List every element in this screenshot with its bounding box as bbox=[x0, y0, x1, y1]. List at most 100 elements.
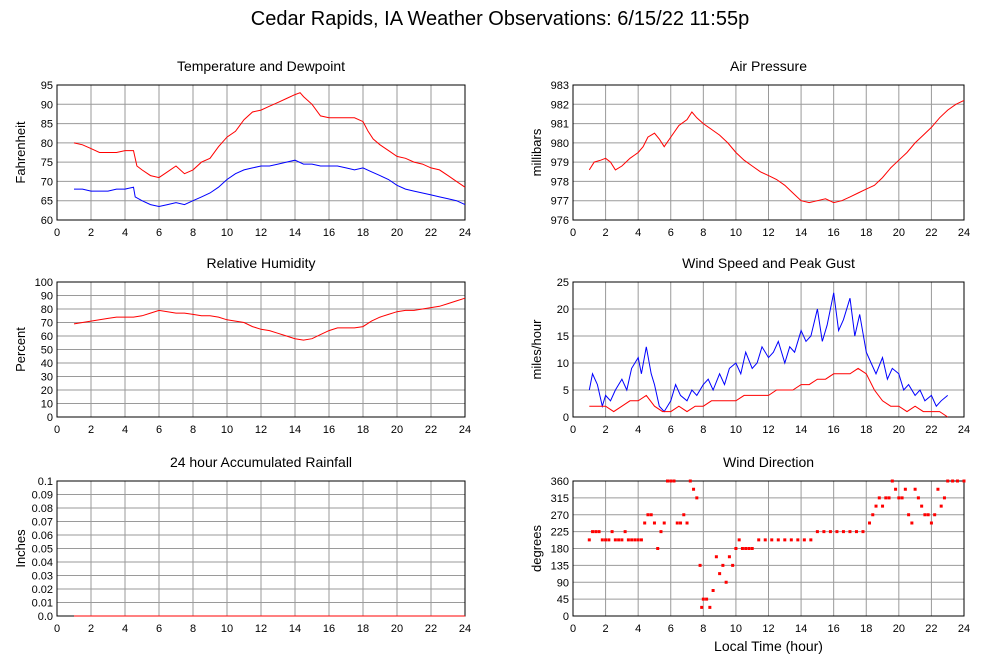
x-tick-label: 16 bbox=[828, 424, 840, 436]
plot-frame bbox=[56, 281, 466, 418]
x-tick-label: 18 bbox=[357, 227, 369, 239]
x-tick-label: 2 bbox=[603, 623, 609, 635]
data-point bbox=[920, 504, 924, 508]
y-tick-label: 50 bbox=[41, 345, 53, 357]
x-tick-label: 4 bbox=[635, 424, 641, 436]
series-line-2 bbox=[589, 367, 948, 418]
plot-frame bbox=[572, 84, 965, 221]
x-axis-label: Local Time (hour) bbox=[714, 638, 823, 654]
data-point bbox=[815, 530, 819, 534]
data-point bbox=[809, 538, 813, 542]
y-tick-label: 75 bbox=[41, 157, 53, 169]
data-point bbox=[897, 496, 901, 500]
data-point bbox=[881, 504, 885, 508]
y-tick-label: 135 bbox=[551, 560, 569, 572]
x-tick-label: 4 bbox=[635, 623, 641, 635]
data-point bbox=[636, 538, 640, 542]
y-tick-label: 977 bbox=[551, 196, 569, 208]
x-tick-label: 16 bbox=[323, 424, 335, 436]
data-point bbox=[796, 538, 800, 542]
y-tick-label: 70 bbox=[41, 176, 53, 188]
data-point bbox=[692, 487, 696, 491]
data-point bbox=[679, 521, 683, 525]
y-tick-label: 983 bbox=[551, 80, 569, 92]
y-axis-label: Inches bbox=[13, 529, 28, 568]
data-point bbox=[822, 530, 826, 534]
y-tick-label: 0 bbox=[563, 611, 569, 623]
x-tick-label: 4 bbox=[122, 227, 128, 239]
x-tick-label: 8 bbox=[190, 227, 196, 239]
data-point bbox=[688, 479, 692, 483]
data-point bbox=[926, 513, 930, 517]
x-tick-label: 0 bbox=[570, 227, 576, 239]
y-tick-label: 0 bbox=[563, 412, 569, 424]
x-tick-label: 2 bbox=[88, 424, 94, 436]
x-tick-label: 14 bbox=[795, 227, 807, 239]
data-point bbox=[763, 538, 767, 542]
data-point bbox=[802, 538, 806, 542]
data-point bbox=[718, 572, 722, 576]
data-point bbox=[757, 538, 761, 542]
data-point bbox=[711, 589, 715, 592]
data-point bbox=[936, 487, 940, 491]
data-point bbox=[903, 487, 907, 491]
plot-frame bbox=[572, 480, 965, 617]
x-tick-label: 10 bbox=[221, 424, 233, 436]
y-tick-label: 90 bbox=[557, 577, 569, 589]
plot-frame bbox=[572, 281, 965, 418]
x-tick-label: 24 bbox=[459, 227, 471, 239]
x-tick-label: 12 bbox=[255, 424, 267, 436]
data-point bbox=[700, 605, 704, 609]
series-line-1 bbox=[73, 92, 466, 188]
x-tick-label: 14 bbox=[795, 623, 807, 635]
data-point bbox=[587, 538, 591, 542]
data-point bbox=[662, 521, 666, 525]
data-point bbox=[617, 538, 621, 542]
y-tick-label: 0.04 bbox=[32, 557, 53, 569]
x-tick-label: 20 bbox=[391, 227, 403, 239]
y-tick-label: 65 bbox=[41, 196, 53, 208]
data-point bbox=[652, 521, 656, 525]
data-point bbox=[744, 547, 748, 550]
x-tick-label: 14 bbox=[289, 424, 301, 436]
x-tick-label: 10 bbox=[730, 227, 742, 239]
y-tick-label: 60 bbox=[41, 331, 53, 343]
data-point bbox=[770, 538, 774, 542]
x-tick-label: 2 bbox=[603, 424, 609, 436]
data-point bbox=[841, 530, 845, 534]
data-point bbox=[887, 496, 891, 500]
x-tick-label: 20 bbox=[893, 623, 905, 635]
y-tick-label: 270 bbox=[551, 510, 569, 522]
data-point bbox=[665, 479, 669, 483]
x-tick-label: 12 bbox=[255, 623, 267, 635]
y-tick-label: 0 bbox=[47, 412, 53, 424]
page-title: Cedar Rapids, IA Weather Observations: 6… bbox=[250, 8, 750, 30]
y-tick-label: 225 bbox=[551, 527, 569, 539]
data-point bbox=[923, 513, 927, 517]
y-tick-label: 95 bbox=[41, 80, 53, 92]
x-tick-label: 2 bbox=[603, 227, 609, 239]
y-tick-label: 180 bbox=[551, 544, 569, 556]
x-tick-label: 6 bbox=[668, 623, 674, 635]
data-point bbox=[828, 530, 832, 534]
chart-title: Relative Humidity bbox=[207, 255, 316, 271]
y-tick-label: 0.01 bbox=[32, 598, 53, 610]
chart-panel-5: 0 2 4 6 8 10 12 14 16 18 20 22 240.00.010.020.030.04… bbox=[13, 454, 471, 635]
data-point bbox=[659, 530, 663, 534]
data-point bbox=[626, 538, 630, 542]
y-tick-label: 360 bbox=[551, 476, 569, 488]
x-tick-label: 20 bbox=[893, 227, 905, 239]
data-point bbox=[705, 597, 709, 601]
series-line-1 bbox=[73, 297, 466, 341]
y-tick-label: 980 bbox=[551, 138, 569, 150]
x-tick-label: 6 bbox=[156, 424, 162, 436]
data-point bbox=[600, 538, 604, 542]
data-point bbox=[623, 530, 627, 534]
data-point bbox=[620, 538, 624, 542]
data-point bbox=[734, 547, 738, 550]
x-tick-label: 16 bbox=[828, 623, 840, 635]
data-point bbox=[737, 538, 741, 542]
y-tick-label: 30 bbox=[41, 372, 53, 384]
y-tick-label: 10 bbox=[41, 399, 53, 411]
data-point bbox=[848, 530, 852, 534]
